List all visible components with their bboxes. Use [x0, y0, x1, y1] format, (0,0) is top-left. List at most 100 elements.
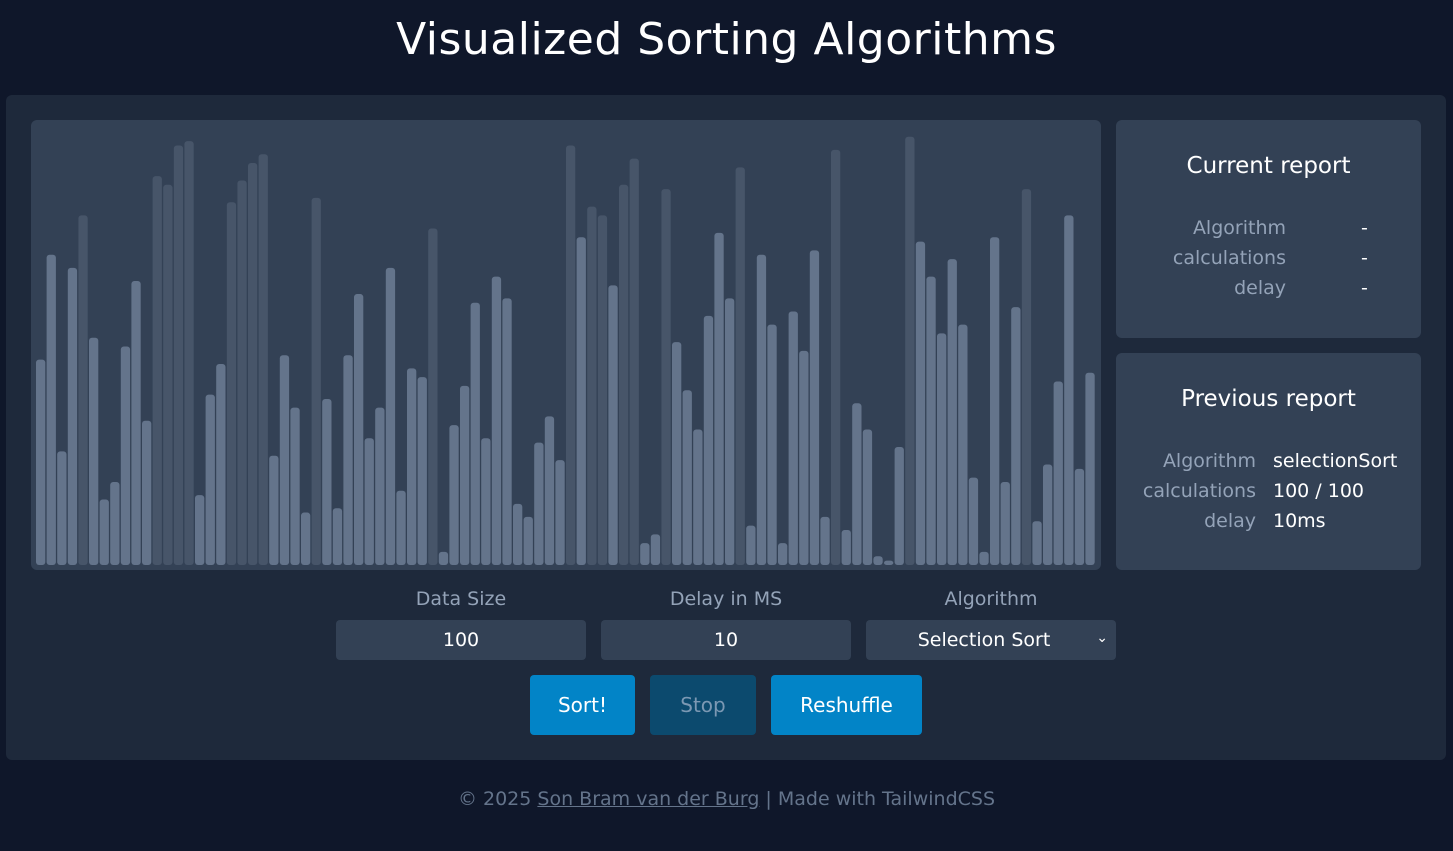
data-bar: [1053, 381, 1063, 565]
report-label: calculations: [1142, 480, 1256, 502]
data-bar: [820, 516, 830, 565]
data-bar: [428, 228, 438, 565]
data-bar: [1032, 521, 1042, 565]
report-label: delay: [1204, 510, 1256, 532]
data-bar: [576, 237, 586, 565]
data-bar: [905, 136, 915, 566]
data-bar: [89, 337, 99, 565]
data-bar: [36, 359, 46, 565]
report-label: calculations: [1172, 247, 1286, 269]
data-bar: [322, 398, 332, 565]
report-value: 100 / 100: [1273, 480, 1365, 502]
data-bar: [460, 385, 470, 565]
data-bar: [120, 346, 131, 565]
data-bar: [502, 298, 512, 565]
data-bar: [332, 508, 343, 565]
previous-report-card: Previous report Algorithm selectionSort …: [1116, 353, 1421, 570]
data-bar: [57, 451, 67, 565]
current-report-card: Current report Algorithm - calculations …: [1116, 120, 1421, 338]
data-bar: [396, 490, 406, 565]
chevron-down-icon: ⌄: [1096, 630, 1108, 646]
previous-report-row-delay: delay 10ms: [1116, 510, 1421, 540]
previous-report-title: Previous report: [1181, 386, 1356, 412]
stop-button[interactable]: Stop: [650, 675, 756, 735]
data-bar: [788, 311, 798, 565]
data-bar: [1064, 215, 1074, 565]
footer: © 2025 Son Bram van der Burg | Made with…: [0, 788, 1453, 810]
algorithm-select-value: Selection Sort: [917, 629, 1051, 651]
data-bar: [862, 429, 873, 565]
data-bar: [968, 477, 979, 565]
data-bar: [279, 355, 290, 565]
reshuffle-button[interactable]: Reshuffle: [771, 675, 922, 735]
data-bar: [237, 180, 247, 565]
data-bar: [343, 355, 353, 565]
report-value: -: [1361, 277, 1368, 299]
data-bar: [152, 176, 162, 565]
data-bar: [248, 162, 258, 565]
data-bar: [481, 438, 491, 565]
data-size-input[interactable]: [336, 620, 586, 660]
data-bar: [947, 259, 957, 565]
report-value: selectionSort: [1273, 450, 1398, 472]
data-bar: [67, 267, 78, 565]
data-size-label: Data Size: [415, 588, 507, 610]
report-label: Algorithm: [1162, 450, 1256, 472]
bar-visualizer: [31, 120, 1101, 570]
data-bar: [195, 495, 205, 565]
data-bar: [767, 324, 777, 565]
footer-made-with: | Made with TailwindCSS: [759, 788, 996, 810]
sort-button[interactable]: Sort!: [530, 675, 635, 735]
report-label: delay: [1234, 277, 1286, 299]
data-bar: [884, 560, 894, 565]
data-bar: [385, 267, 396, 565]
data-bar: [163, 184, 173, 565]
delay-label: Delay in MS: [669, 588, 783, 610]
data-bar: [205, 394, 215, 565]
data-bar: [852, 403, 862, 565]
author-link[interactable]: Son Bram van der Burg: [537, 788, 760, 810]
data-bar: [597, 215, 608, 565]
data-bar: [735, 167, 745, 565]
data-bar: [979, 551, 989, 565]
data-bar: [703, 315, 714, 565]
data-bar: [725, 298, 735, 565]
data-bar: [1000, 481, 1010, 565]
page-title: Visualized Sorting Algorithms: [396, 14, 1057, 65]
data-bar: [449, 425, 459, 565]
data-bar: [301, 512, 311, 565]
data-bar: [555, 460, 565, 565]
footer-copyright: © 2025: [457, 788, 538, 810]
data-bar: [78, 215, 88, 565]
delay-input[interactable]: [601, 620, 851, 660]
data-bar: [534, 442, 544, 565]
data-bar: [491, 276, 502, 565]
data-bar: [354, 294, 364, 565]
current-report-row-algorithm: Algorithm -: [1116, 217, 1421, 247]
data-bar: [778, 543, 788, 565]
data-bar: [407, 368, 417, 565]
data-bar: [417, 377, 427, 565]
data-bar: [173, 145, 184, 566]
previous-report-row-algorithm: Algorithm selectionSort: [1116, 450, 1421, 480]
data-bar: [1021, 189, 1032, 565]
bars-canvas: [36, 136, 1095, 566]
data-bar: [958, 324, 968, 565]
data-bar: [1011, 307, 1021, 565]
data-bar: [523, 516, 533, 565]
data-bar: [216, 363, 226, 565]
data-bar: [661, 189, 671, 565]
data-bar: [693, 429, 703, 565]
algorithm-label: Algorithm: [944, 588, 1038, 610]
data-bar: [809, 250, 820, 566]
data-bar: [110, 481, 120, 565]
algorithm-select[interactable]: Selection Sort ⌄: [866, 620, 1116, 660]
data-bar: [672, 342, 682, 565]
data-bar: [756, 254, 767, 566]
data-bar: [544, 416, 555, 565]
data-bar: [311, 197, 321, 566]
data-bar: [99, 499, 109, 565]
data-bar: [608, 285, 618, 565]
data-bar: [184, 141, 194, 566]
data-bar: [566, 145, 576, 566]
